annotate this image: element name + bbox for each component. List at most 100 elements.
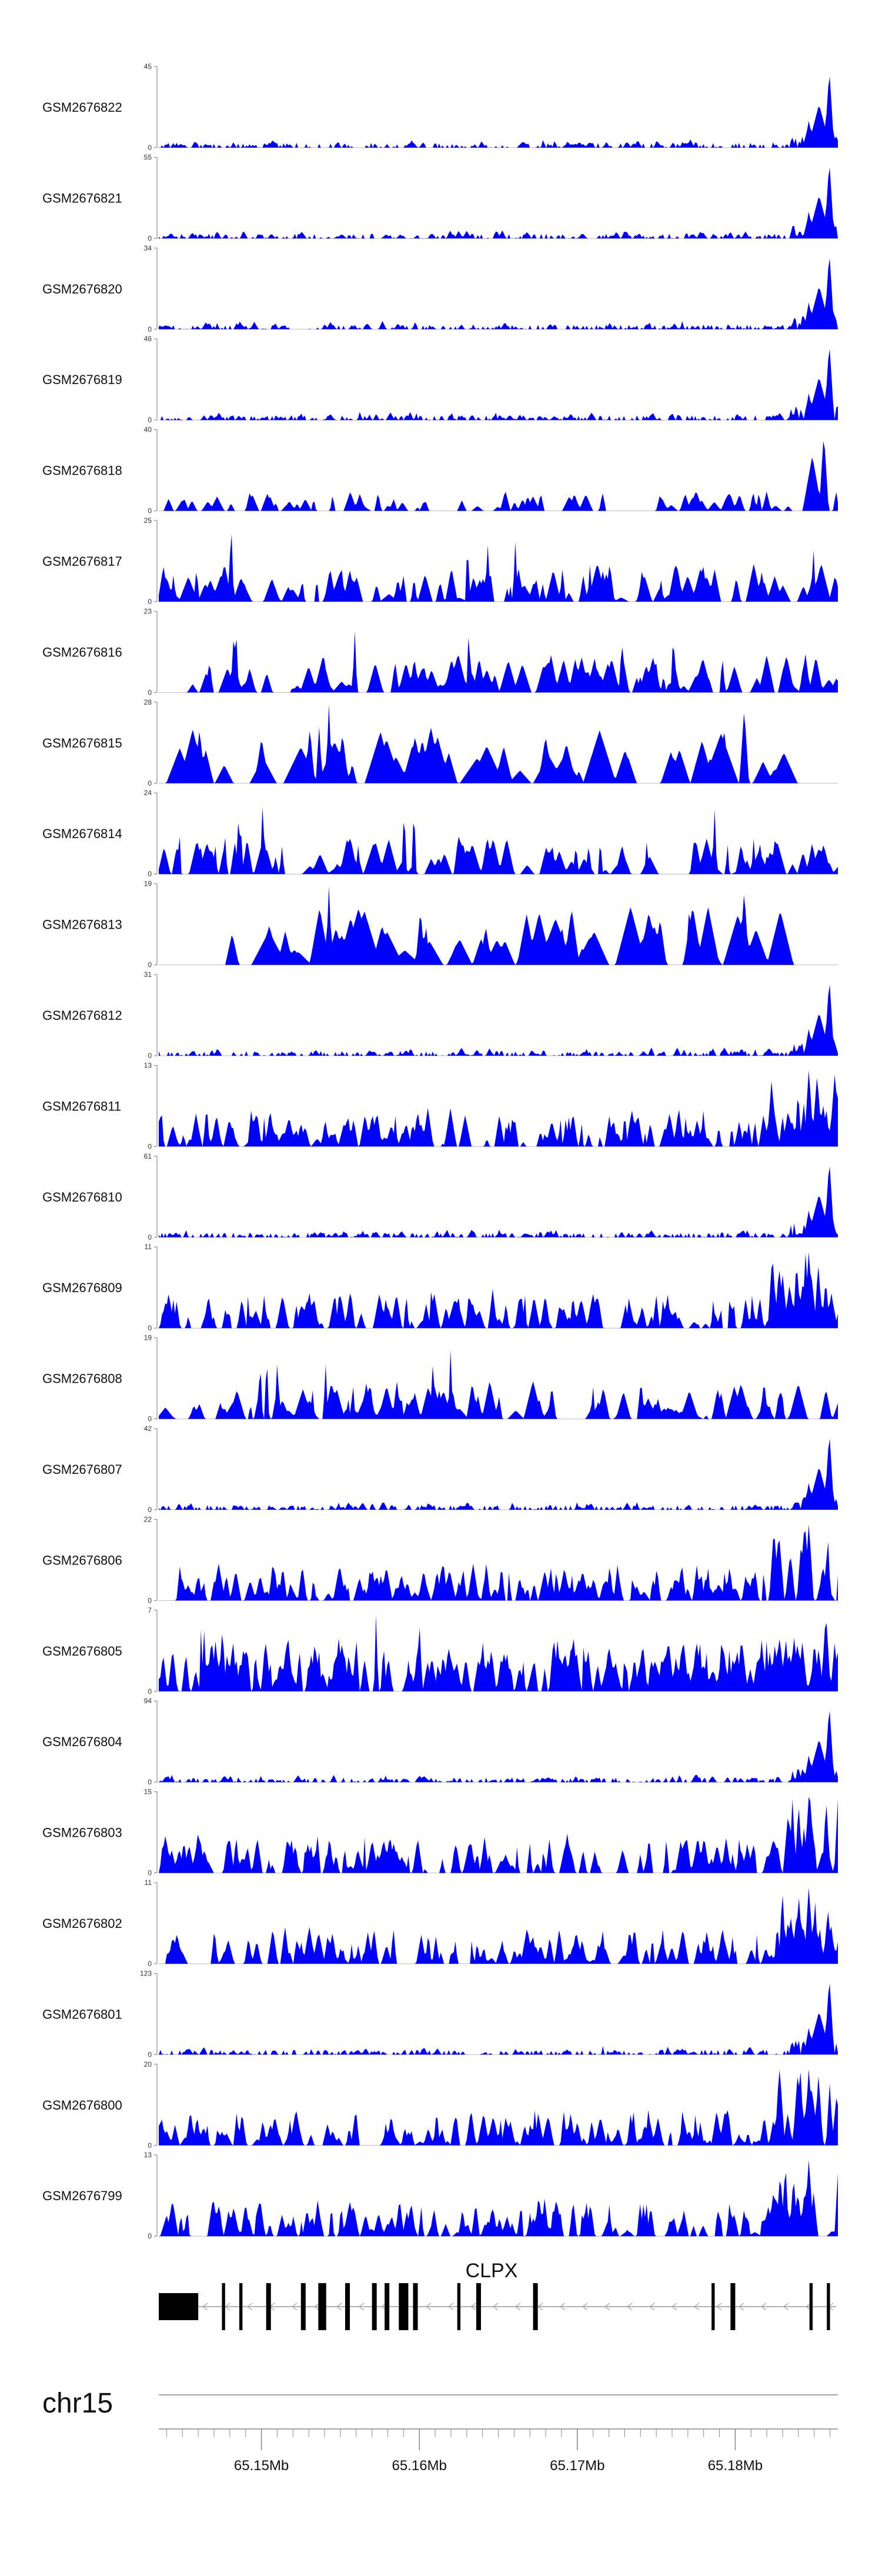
gene-strand-chevron [470,2303,476,2311]
track-gsm2676799-ymax-label: 13 [144,2151,152,2159]
gene-exon [318,2283,326,2330]
gene-strand-chevron [537,2303,543,2311]
track-gsm2676804-ymin-label: 0 [148,1778,152,1786]
gene-strand-chevron [582,2303,588,2311]
track-gsm2676804-label: GSM2676804 [42,1734,122,1749]
track-gsm2676799-coverage [159,2160,838,2237]
genome-axis-tick-label: 65.16Mb [392,2458,446,2474]
track-gsm2676815-coverage [159,704,838,783]
gene-strand-chevron [358,2303,365,2311]
track-gsm2676815-ymin-label: 0 [148,779,152,788]
track-gsm2676802-ymin-label: 0 [148,1960,152,1968]
track-gsm2676808-ymax-label: 19 [144,1334,152,1342]
track-gsm2676809-label: GSM2676809 [42,1280,122,1295]
genome-axis-tick-label: 65.17Mb [550,2458,604,2474]
track-gsm2676801-ymax-label: 123 [140,1969,152,1977]
gene-strand-chevron [693,2303,700,2311]
track-gsm2676820-ymin-label: 0 [148,325,152,333]
track-gsm2676808-ymin-label: 0 [148,1415,152,1423]
track-gsm2676817-label: GSM2676817 [42,554,122,569]
gene-strand-chevron [336,2303,342,2311]
track-gsm2676816-coverage [159,630,838,693]
gene-strand-chevron [716,2303,722,2311]
track-gsm2676820-ymax-label: 34 [144,244,152,252]
track-gsm2676814-ymax-label: 24 [144,789,152,797]
track-gsm2676810-label: GSM2676810 [42,1190,122,1204]
track-gsm2676821-label: GSM2676821 [42,191,122,205]
track-gsm2676806-ymax-label: 22 [144,1515,152,1523]
gene-exon [372,2283,377,2330]
track-gsm2676821-ymax-label: 55 [144,153,152,161]
track-gsm2676817-ymin-label: 0 [148,598,152,606]
gene-strand-chevron [514,2303,521,2311]
track-gsm2676799-label: GSM2676799 [42,2188,122,2203]
gene-exon [711,2283,715,2330]
gene-strand-chevron [202,2303,208,2311]
track-gsm2676821-coverage [159,167,838,239]
gene-strand-chevron [626,2303,633,2311]
track-gsm2676813-label: GSM2676813 [42,917,122,932]
gene-strand-chevron [224,2303,230,2311]
track-gsm2676808-coverage [159,1349,838,1419]
track-gsm2676802-ymax-label: 11 [145,1878,152,1887]
gene-exon [533,2283,538,2330]
track-gsm2676804-coverage [159,1711,838,1783]
gene-strand-chevron [671,2303,677,2311]
track-gsm2676812-coverage [159,985,838,1056]
track-gsm2676803-ymax-label: 15 [144,1788,152,1796]
track-gsm2676813-ymax-label: 19 [144,880,152,888]
track-gsm2676801-coverage [159,1983,838,2055]
gene-exon [730,2283,736,2330]
track-gsm2676814-coverage [159,807,838,875]
track-gsm2676805-coverage [159,1614,838,1691]
gene-strand-chevron [738,2303,744,2311]
gene-exon [476,2283,481,2330]
chromosome-label: chr15 [42,2388,113,2419]
gene-exon [159,2293,199,2320]
gene-strand-chevron [559,2303,566,2311]
track-gsm2676802-coverage [159,1887,838,1964]
gene-exon [385,2283,390,2330]
gene-exon [239,2283,243,2330]
track-gsm2676818-label: GSM2676818 [42,463,122,478]
gene-exon [399,2283,409,2330]
track-gsm2676811-label: GSM2676811 [42,1099,121,1113]
track-gsm2676818-coverage [159,441,838,511]
track-gsm2676801-label: GSM2676801 [42,2007,122,2021]
track-gsm2676811-ymax-label: 13 [144,1061,152,1069]
track-gsm2676803-label: GSM2676803 [42,1826,122,1840]
gene-exon [809,2283,813,2330]
track-gsm2676807-ymin-label: 0 [148,1506,152,1514]
track-gsm2676803-coverage [159,1797,838,1873]
gene-strand-chevron [425,2303,432,2311]
gene-strand-chevron [805,2303,811,2311]
gene-exon [222,2283,225,2330]
track-gsm2676818-ymax-label: 40 [144,426,152,434]
gene-strand-chevron [291,2303,298,2311]
track-gsm2676804-ymax-label: 94 [144,1697,152,1705]
gene-exon [413,2283,418,2330]
track-gsm2676816-label: GSM2676816 [42,645,122,659]
track-gsm2676800-ymin-label: 0 [148,2141,152,2150]
track-gsm2676816-ymax-label: 23 [144,607,152,615]
track-gsm2676810-ymax-label: 61 [144,1152,152,1160]
track-gsm2676810-ymin-label: 0 [148,1233,152,1242]
gene-strand-chevron [604,2303,610,2311]
track-gsm2676801-ymin-label: 0 [148,2050,152,2058]
track-gsm2676812-ymin-label: 0 [148,1052,152,1060]
genome-axis-tick-label: 65.18Mb [708,2458,763,2474]
track-gsm2676806-label: GSM2676806 [42,1553,122,1567]
track-gsm2676819-ymin-label: 0 [148,416,152,424]
track-gsm2676821-ymin-label: 0 [148,234,152,242]
gene-exon [827,2283,830,2330]
track-gsm2676812-label: GSM2676812 [42,1008,122,1023]
track-gsm2676807-label: GSM2676807 [42,1462,122,1477]
track-gsm2676808-label: GSM2676808 [42,1372,122,1386]
track-gsm2676810-coverage [159,1166,838,1237]
track-gsm2676822-label: GSM2676822 [42,100,122,115]
track-gsm2676815-label: GSM2676815 [42,736,122,750]
track-gsm2676813-coverage [159,886,838,965]
track-gsm2676811-coverage [159,1070,838,1147]
track-gsm2676814-ymin-label: 0 [148,870,152,878]
